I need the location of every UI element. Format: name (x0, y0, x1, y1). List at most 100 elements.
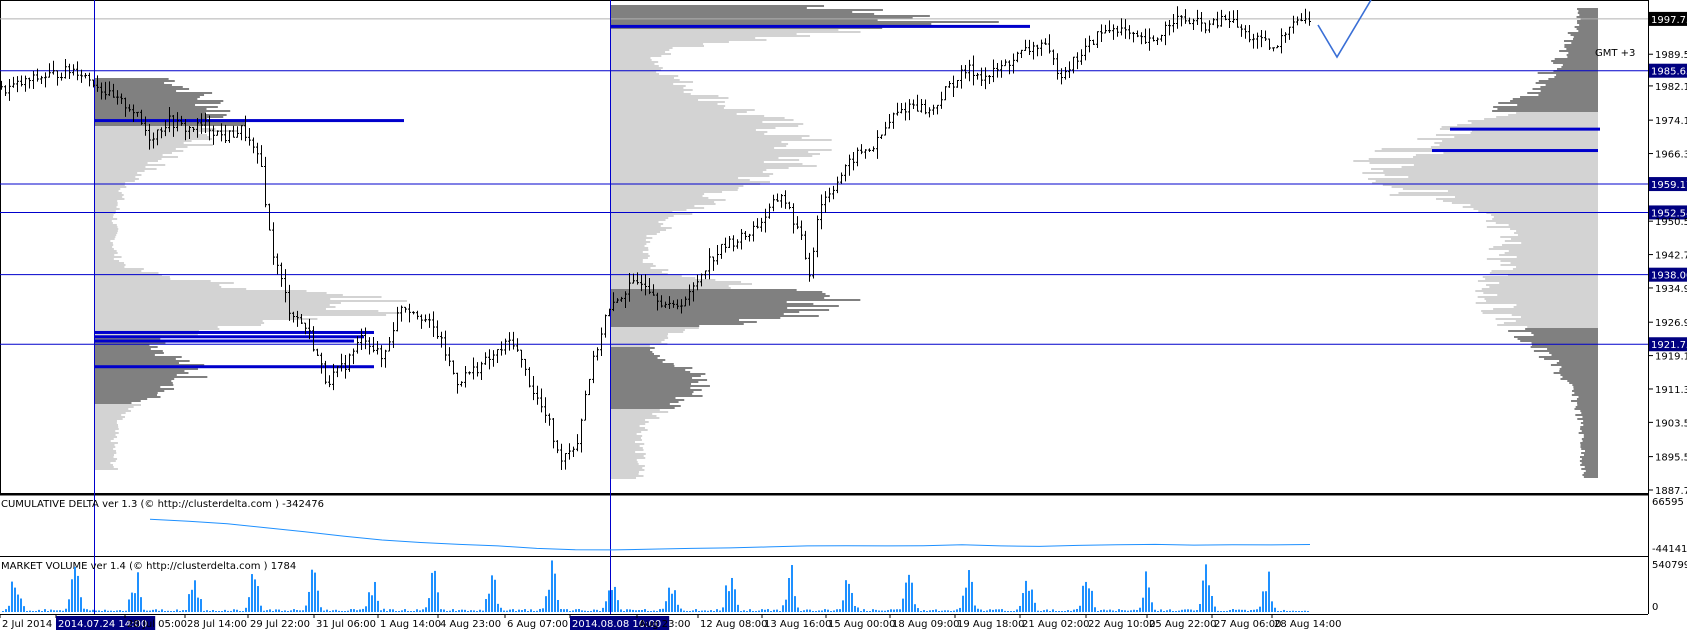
profile-bar (1369, 162, 1598, 164)
volume-bar (812, 611, 814, 612)
profile-bar (94, 372, 189, 374)
profile-bar (610, 371, 691, 373)
profile-bar (610, 417, 660, 419)
volume-bar (629, 609, 631, 612)
profile-bar (1473, 208, 1598, 210)
profile-bar (94, 192, 122, 194)
profile-bar (1520, 316, 1598, 318)
profile-bar (94, 444, 115, 446)
profile-bar (94, 240, 111, 242)
volume-bar (848, 583, 850, 612)
volume-bar (461, 609, 463, 612)
price-tick-label: 1887.70 (1655, 486, 1687, 497)
time-tick-label: 18 Aug 09:00 (892, 619, 959, 630)
profile-bar (1493, 246, 1598, 248)
volume-bar (926, 611, 928, 612)
profile-bar (1454, 196, 1598, 198)
level-badge (1649, 205, 1687, 220)
volume-bar (329, 611, 331, 612)
profile-bar (610, 261, 643, 263)
volume-bar (224, 609, 226, 612)
profile-bar (610, 39, 767, 41)
profile-bar (1553, 372, 1598, 374)
profile-bar (610, 217, 669, 219)
profile-bar (1510, 238, 1598, 240)
volume-bar (326, 609, 328, 612)
profile-bar (610, 209, 687, 211)
profile-bar (610, 405, 681, 407)
profile-bar (610, 293, 826, 295)
volume-bar (767, 609, 769, 612)
time-tick-label: Aug 23:00 (639, 619, 691, 630)
profile-bar (610, 73, 660, 75)
volume-bar (617, 600, 619, 612)
profile-bar (94, 292, 327, 294)
profile-bar (94, 224, 117, 226)
volume-bar (1118, 609, 1120, 612)
volume-bar (1304, 610, 1306, 612)
volume-bar (155, 609, 157, 612)
profile-bar (1514, 336, 1598, 338)
volume-bar (473, 610, 475, 612)
profile-bar (94, 298, 331, 300)
profile-bar (1580, 426, 1598, 428)
profile-bar (1481, 288, 1598, 290)
volume-bar (377, 600, 379, 612)
profile-bar (610, 263, 654, 265)
time-tick-label: 28 Aug 14:00 (1274, 619, 1341, 630)
profile-bar (94, 356, 182, 358)
profile-bar (1486, 300, 1598, 302)
volume-bar (1169, 609, 1171, 612)
volume-bar (824, 609, 826, 612)
profile-bar (94, 428, 119, 430)
profile-bar (1559, 50, 1598, 52)
profile-bar (1514, 232, 1598, 234)
profile-bar (94, 302, 341, 304)
profile-bar (94, 130, 239, 132)
time-tick-label: 25 Aug 22:00 (1149, 619, 1216, 630)
volume-bar (1265, 591, 1267, 612)
volume-bar (50, 609, 52, 612)
volume-bar (17, 594, 19, 612)
volume-bar (86, 609, 88, 612)
profile-bar (1577, 404, 1598, 406)
profile-bar (1436, 198, 1598, 200)
time-tick-label: 2014.07.24 14:00 (58, 619, 147, 630)
profile-bar (94, 178, 139, 180)
volume-bar (1061, 610, 1063, 612)
profile-bar (610, 51, 666, 53)
profile-bar (94, 392, 158, 394)
profile-bar (1533, 350, 1598, 352)
profile-bar (610, 201, 715, 203)
volume-bar (65, 608, 67, 612)
volume-bar (785, 599, 787, 612)
profile-bar (1581, 452, 1598, 454)
volume-bar (596, 609, 598, 612)
volume-bar (647, 611, 649, 612)
volume-bar (386, 611, 388, 612)
profile-bar (1471, 122, 1598, 124)
profile-bar (610, 199, 726, 201)
profile-bar (610, 229, 667, 231)
volume-bar (248, 597, 250, 612)
profile-bar (94, 318, 318, 320)
volume-bar (569, 611, 571, 612)
profile-bar (610, 151, 809, 153)
profile-bar (610, 177, 739, 179)
profile-bar (94, 422, 117, 424)
volume-bar (32, 611, 34, 612)
profile-bar (1535, 82, 1598, 84)
profile-bar (1485, 220, 1598, 222)
profile-bar (1502, 244, 1598, 246)
profile-bar (1508, 250, 1598, 252)
profile-bar (1512, 268, 1598, 270)
profile-bar (610, 267, 651, 269)
profile-bar (1492, 218, 1598, 220)
volume-bar (1142, 597, 1144, 612)
profile-bar (610, 171, 763, 173)
volume-bar (353, 609, 355, 612)
time-tick-label: 29 Jul 22:00 (250, 619, 310, 630)
volume-bar (686, 611, 688, 612)
volume-bar (1064, 611, 1066, 612)
